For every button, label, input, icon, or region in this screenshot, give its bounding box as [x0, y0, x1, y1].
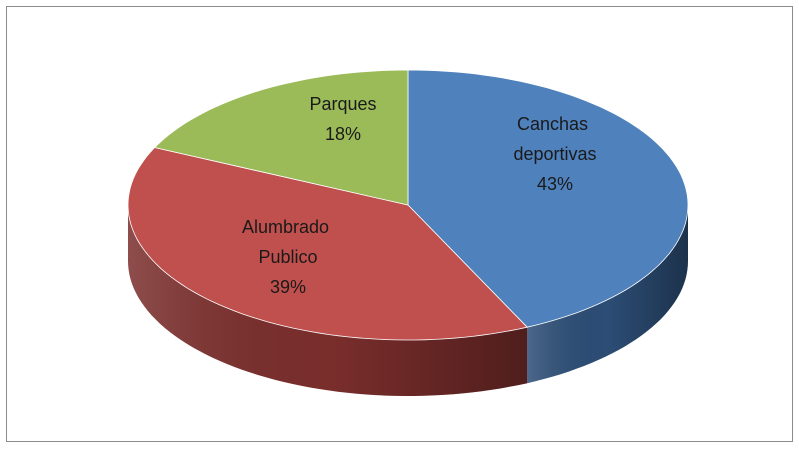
slice-side-shade — [128, 205, 528, 396]
slice — [407, 69, 689, 328]
category-label: Alumbrado Publico — [242, 217, 334, 267]
pie: Canchas deportivas 43% Alumbrado Publico 39… — [127, 69, 689, 396]
slice-side-shade — [527, 205, 688, 384]
value-label: 43% — [537, 174, 573, 194]
slice — [127, 147, 528, 341]
category-label: Canchas deportivas — [513, 114, 596, 164]
slice — [154, 69, 409, 206]
value-label: 39% — [270, 277, 306, 297]
value-label: 18% — [325, 124, 361, 144]
category-label: Parques — [309, 94, 376, 114]
